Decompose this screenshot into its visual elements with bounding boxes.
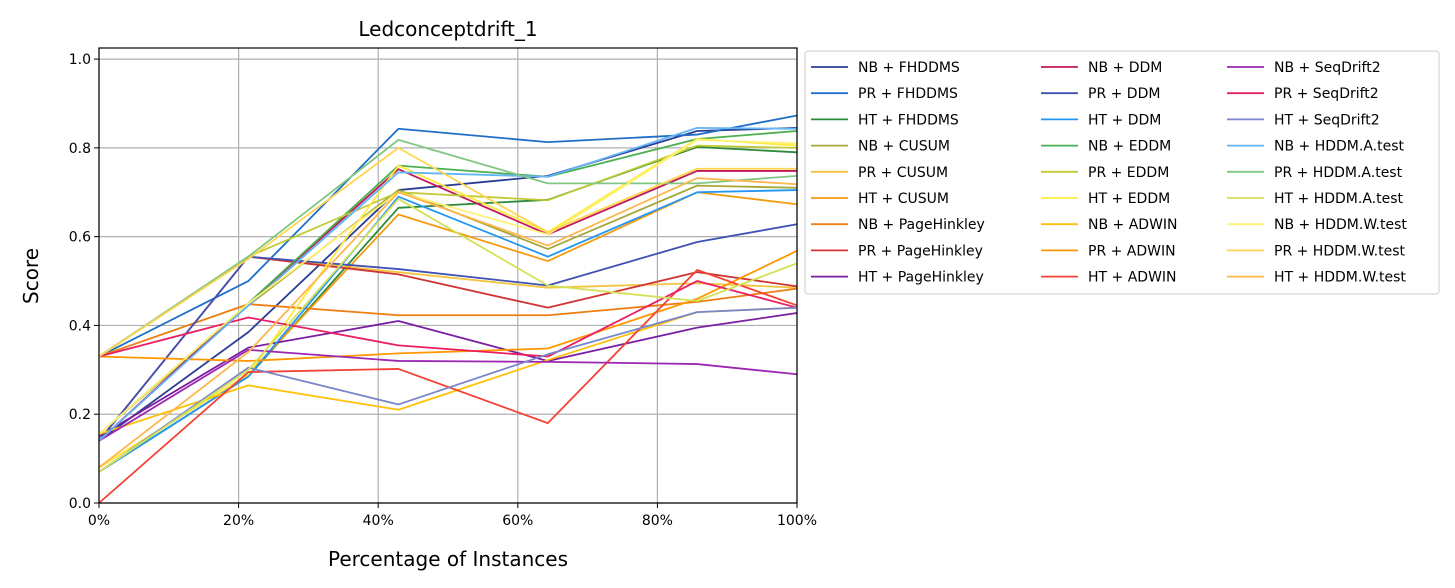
legend-label: PR + SeqDrift2 [1274,86,1379,102]
legend-entry: NB + CUSUM [811,139,950,155]
series-line-ht-hddm-a-test [98,198,798,473]
legend-label: PR + DDM [1088,86,1160,102]
x-tick-label: 40% [363,513,394,529]
series-line-ht-adwin [98,269,798,504]
x-tick-label: 0% [88,513,110,529]
series-line-nb-seqdrift2 [98,348,798,442]
series-line-ht-ddm [98,189,798,473]
legend-entry: PR + EDDM [1041,165,1169,181]
legend-entry: PR + SeqDrift2 [1227,86,1379,102]
series-line-nb-hddm-a-test [98,127,798,442]
legend-entry: NB + DDM [1041,60,1162,76]
legend-label: NB + FHDDMS [858,60,960,76]
y-tick-label: 1.0 [69,52,91,68]
legend-entry: PR + DDM [1041,86,1160,102]
legend-label: NB + SeqDrift2 [1274,60,1381,76]
legend-label: HT + FHDDMS [858,112,959,128]
y-tick-label: 0.2 [69,407,91,423]
legend-entry: PR + HDDM.A.test [1227,165,1403,181]
x-tick-label: 100% [777,513,817,529]
legend-entry: PR + ADWIN [1041,243,1176,259]
legend-label: NB + ADWIN [1088,217,1178,233]
x-tick-label: 80% [642,513,673,529]
legend-entry: NB + SeqDrift2 [1227,60,1381,76]
legend-label: NB + DDM [1088,60,1162,76]
x-axis: 0% 20% 40% 60% 80% 100% [88,503,817,529]
legend-box [804,50,1440,295]
y-tick-label: 0.4 [69,318,91,334]
series-line-nb-pagehinkley [98,287,798,358]
legend-label: NB + HDDM.A.test [1274,139,1405,155]
legend-entry: HT + SeqDrift2 [1227,112,1380,128]
x-tick-label: 60% [502,513,533,529]
legend-entry: NB + ADWIN [1041,217,1178,233]
legend-label: HT + EDDM [1088,191,1170,207]
series-line-pr-hddm-a-test [98,138,798,358]
series-line-pr-ddm [98,223,798,442]
legend-label: HT + CUSUM [858,191,949,207]
series-line-ht-seqdrift2 [98,306,798,473]
series-lines [98,114,798,504]
legend-entry: NB + HDDM.A.test [1227,139,1405,155]
legend-entry: HT + HDDM.W.test [1227,270,1406,286]
legend-label: HT + HDDM.A.test [1274,191,1404,207]
legend-label: HT + DDM [1088,112,1161,128]
legend-entry: NB + HDDM.W.test [1227,217,1407,233]
legend-entry: NB + PageHinkley [811,217,985,233]
plot-frame [98,47,798,504]
y-axis: 0.0 0.2 0.4 0.6 0.8 1.0 [69,52,99,512]
series-line-ht-pagehinkley [98,312,798,438]
legend-entry: HT + HDDM.A.test [1227,191,1404,207]
legend-entry: HT + DDM [1041,112,1161,128]
legend-label: HT + SeqDrift2 [1274,112,1380,128]
series-line-ht-hddm-w-test [98,177,798,469]
legend-entry: NB + EDDM [1041,139,1171,155]
series-line-pr-hddm-w-test [98,146,797,358]
legend-entry: PR + PageHinkley [811,243,983,259]
legend-label: HT + ADWIN [1088,270,1177,286]
legend-label: PR + PageHinkley [858,243,983,259]
legend-label: PR + HDDM.A.test [1274,165,1403,181]
y-tick-label: 0.8 [69,141,91,157]
legend-entry: HT + ADWIN [1041,270,1177,286]
legend-entry: HT + PageHinkley [811,270,984,286]
y-tick-label: 0.0 [69,496,91,512]
legend-label: NB + PageHinkley [858,217,985,233]
legend-entry: PR + HDDM.W.test [1227,243,1406,259]
legend-label: NB + CUSUM [858,139,950,155]
legend-label: PR + HDDM.W.test [1274,243,1406,259]
legend-entry: PR + CUSUM [811,165,948,181]
legend-label: PR + EDDM [1088,165,1169,181]
legend-entry: HT + CUSUM [811,191,949,207]
legend-entry: HT + EDDM [1041,191,1170,207]
legend-label: HT + HDDM.W.test [1274,270,1406,286]
y-axis-title: Score [19,248,43,304]
legend-label: NB + HDDM.W.test [1274,217,1407,233]
legend-label: PR + FHDDMS [858,86,958,102]
y-tick-label: 0.6 [69,230,91,246]
series-line-nb-hddm-w-test [98,138,798,435]
series-line-pr-fhddms [98,114,798,358]
legend-entry: HT + FHDDMS [811,112,959,128]
x-axis-title: Percentage of Instances [328,547,568,571]
legend: NB + FHDDMS PR + FHDDMS HT + FHDDMS NB + CU… [804,50,1440,295]
x-tick-label: 20% [223,513,254,529]
legend-entry: NB + FHDDMS [811,60,960,76]
legend-entry: PR + FHDDMS [811,86,958,102]
chart-title: Ledconceptdrift_1 [358,17,537,41]
legend-label: PR + ADWIN [1088,243,1176,259]
legend-label: PR + CUSUM [858,165,948,181]
legend-label: NB + EDDM [1088,139,1171,155]
legend-label: HT + PageHinkley [858,270,984,286]
